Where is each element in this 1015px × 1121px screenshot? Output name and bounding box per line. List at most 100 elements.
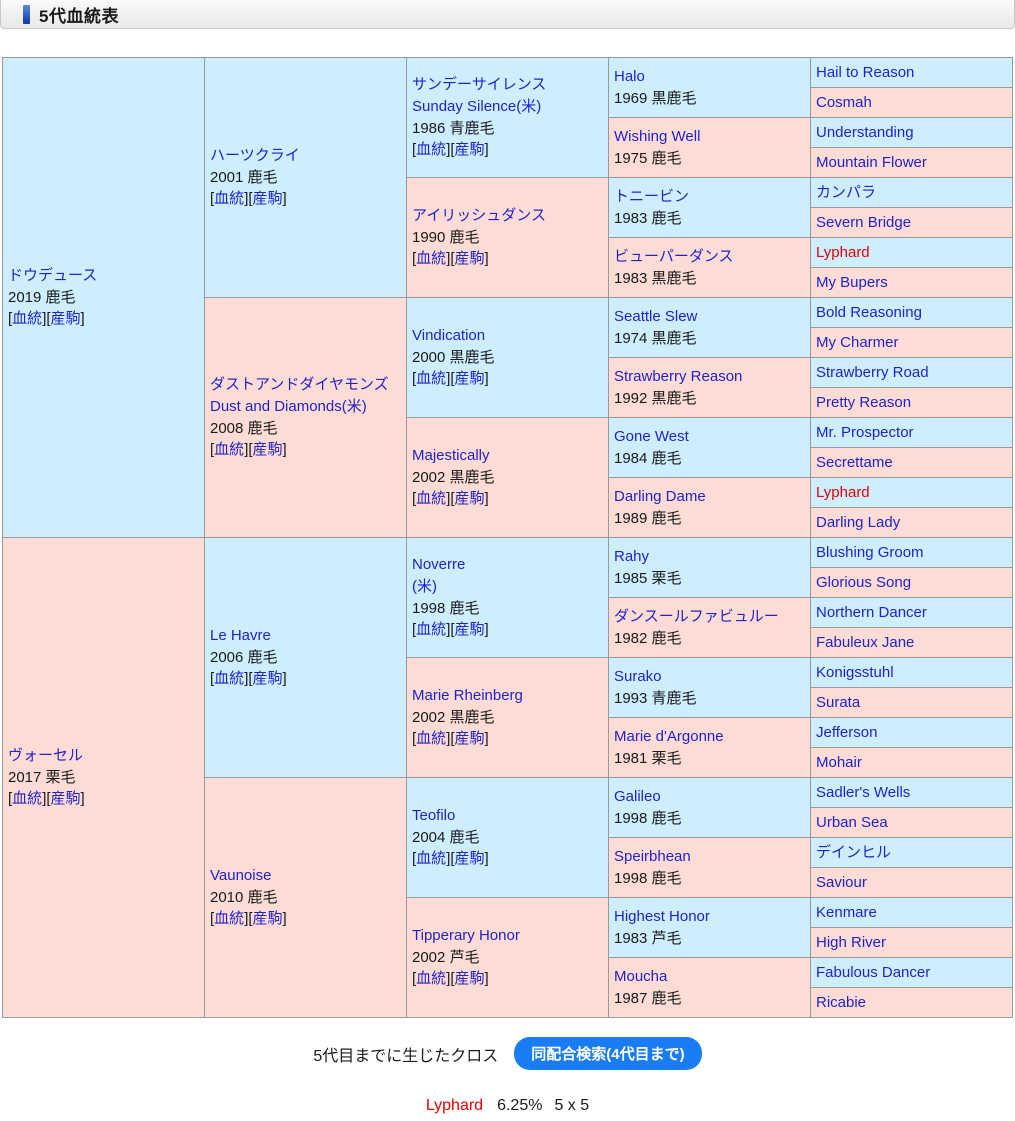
horse-name-link[interactable]: Saviour <box>816 873 867 891</box>
horse-name-link[interactable]: Mr. Prospector <box>816 423 914 441</box>
horse-name-link[interactable]: Fabulous Dancer <box>816 963 931 981</box>
horse-name-link[interactable]: Jefferson <box>816 723 878 741</box>
horse-name-link[interactable]: Highest Honor <box>614 907 710 925</box>
horse-name-link[interactable]: Noverre <box>412 556 466 573</box>
horse-name-link[interactable]: Strawberry Road <box>816 363 929 381</box>
horse-name-link[interactable]: Surako <box>614 667 662 685</box>
horse-name-link[interactable]: Strawberry Reason <box>614 367 743 385</box>
offspring-link[interactable]: 産駒 <box>454 970 485 988</box>
horse-name-link[interactable]: Gone West <box>614 427 689 445</box>
offspring-link[interactable]: 産駒 <box>454 621 485 639</box>
horse-name-link[interactable]: Vaunoise <box>210 866 272 884</box>
gen5-cell: My Bupers <box>810 267 1013 298</box>
horse-name-link[interactable]: Darling Lady <box>816 513 901 531</box>
horse-name-link[interactable]: Marie d'Argonne <box>614 727 724 745</box>
offspring-link[interactable]: 産駒 <box>454 730 485 748</box>
blood-link[interactable]: 血統 <box>416 141 447 159</box>
blood-link[interactable]: 血統 <box>214 441 245 459</box>
horse-name-link[interactable]: Blushing Groom <box>816 543 924 561</box>
horse-name-link[interactable]: Wishing Well <box>614 127 701 145</box>
blood-link[interactable]: 血統 <box>214 190 245 208</box>
pedigree-row: Urban Sea <box>3 807 1013 838</box>
blood-link[interactable]: 血統 <box>12 310 43 328</box>
horse-name-link[interactable]: ダストアンドダイヤモンズ <box>210 376 389 393</box>
horse-name-link[interactable]: Hail to Reason <box>816 63 915 81</box>
horse-name-link[interactable]: トニービン <box>614 187 690 205</box>
offspring-link[interactable]: 産駒 <box>454 850 485 868</box>
horse-name-link[interactable]: Teofilo <box>412 806 456 824</box>
horse-name-link[interactable]: Urban Sea <box>816 813 888 831</box>
blood-link[interactable]: 血統 <box>214 910 245 928</box>
horse-name-link[interactable]: Secrettame <box>816 453 893 471</box>
horse-name-link[interactable]: Mohair <box>816 753 862 771</box>
horse-name-link[interactable]: Northern Dancer <box>816 603 927 621</box>
horse-name-link[interactable]: カンパラ <box>816 183 877 201</box>
offspring-link[interactable]: 産駒 <box>454 141 485 159</box>
horse-name-link[interactable]: Bold Reasoning <box>816 303 922 321</box>
horse-name-link[interactable]: Surata <box>816 693 861 711</box>
offspring-link[interactable]: 産駒 <box>454 250 485 268</box>
horse-name-link[interactable]: Konigsstuhl <box>816 663 894 681</box>
gen5-cell: Surata <box>810 687 1013 718</box>
blood-link[interactable]: 血統 <box>416 621 447 639</box>
blood-link[interactable]: 血統 <box>416 370 447 388</box>
cross-horse-link[interactable]: Lyphard <box>425 1097 484 1114</box>
horse-name-link[interactable]: Kenmare <box>816 903 877 921</box>
horse-name-link[interactable]: サンデーサイレンス <box>412 76 547 93</box>
horse-name-link[interactable]: Glorious Song <box>816 573 912 591</box>
horse-name2-link[interactable]: (米) <box>412 577 437 595</box>
horse-name-link[interactable]: Tipperary Honor <box>412 926 520 944</box>
blood-link[interactable]: 血統 <box>416 970 447 988</box>
horse-name-link[interactable]: Marie Rheinberg <box>412 686 523 704</box>
horse-name-link[interactable]: Galileo <box>614 787 661 805</box>
horse-name-link[interactable]: High River <box>816 933 887 951</box>
horse-name-link[interactable]: アイリッシュダンス <box>412 206 546 224</box>
horse-name-link[interactable]: Mountain Flower <box>816 153 927 171</box>
horse-name-link[interactable]: Sadler's Wells <box>816 783 911 801</box>
blood-link[interactable]: 血統 <box>416 490 447 508</box>
blood-link[interactable]: 血統 <box>416 850 447 868</box>
horse-name-link[interactable]: Darling Dame <box>614 487 706 505</box>
horse-name-link[interactable]: Severn Bridge <box>816 213 912 231</box>
offspring-link[interactable]: 産駒 <box>252 910 283 928</box>
blood-link[interactable]: 血統 <box>12 790 43 808</box>
horse-detail: 1990 鹿毛 <box>412 228 480 246</box>
offspring-link[interactable]: 産駒 <box>454 490 485 508</box>
offspring-link[interactable]: 産駒 <box>252 670 283 688</box>
horse-name-link[interactable]: ヴォーセル <box>8 746 84 764</box>
horse-name-link[interactable]: ハーツクライ <box>210 146 300 164</box>
horse-name-link[interactable]: My Bupers <box>816 273 888 291</box>
horse-name-link[interactable]: Cosmah <box>816 93 872 111</box>
horse-name-link[interactable]: Pretty Reason <box>816 393 912 411</box>
blood-link[interactable]: 血統 <box>416 250 447 268</box>
horse-name-link[interactable]: デインヒル <box>816 843 892 861</box>
horse-name-link[interactable]: ビューパーダンス <box>614 247 734 265</box>
offspring-link[interactable]: 産駒 <box>252 190 283 208</box>
horse-name-link[interactable]: Majestically <box>412 446 490 464</box>
horse-name-link[interactable]: Understanding <box>816 123 914 141</box>
horse-name-link[interactable]: Rahy <box>614 547 650 565</box>
blood-link[interactable]: 血統 <box>214 670 245 688</box>
horse-name-link[interactable]: Vindication <box>412 326 486 344</box>
blood-link[interactable]: 血統 <box>416 730 447 748</box>
horse-name-link[interactable]: ドウデュース <box>8 266 98 284</box>
same-mating-search-button[interactable]: 同配合検索(4代目まで) <box>514 1037 702 1070</box>
offspring-link[interactable]: 産駒 <box>50 790 81 808</box>
horse-name2-link[interactable]: Sunday Silence(米) <box>412 97 542 115</box>
horse-name-link[interactable]: ダンスールファビュルー <box>614 607 779 625</box>
horse-name-link[interactable]: Halo <box>614 67 645 85</box>
horse-name-link[interactable]: Le Havre <box>210 626 271 644</box>
horse-name-link[interactable]: Lyphard <box>816 243 870 261</box>
offspring-link[interactable]: 産駒 <box>252 441 283 459</box>
horse-links: [血統][産駒] <box>210 441 287 459</box>
horse-name-link[interactable]: Seattle Slew <box>614 307 698 325</box>
offspring-link[interactable]: 産駒 <box>50 310 81 328</box>
horse-name-link[interactable]: My Charmer <box>816 333 899 351</box>
horse-name-link[interactable]: Fabuleux Jane <box>816 633 915 651</box>
horse-name-link[interactable]: Moucha <box>614 967 668 985</box>
horse-name-link[interactable]: Lyphard <box>816 483 870 501</box>
horse-name2-link[interactable]: Dust and Diamonds(米) <box>210 397 367 415</box>
offspring-link[interactable]: 産駒 <box>454 370 485 388</box>
horse-name-link[interactable]: Ricabie <box>816 993 867 1011</box>
horse-name-link[interactable]: Speirbhean <box>614 847 691 865</box>
